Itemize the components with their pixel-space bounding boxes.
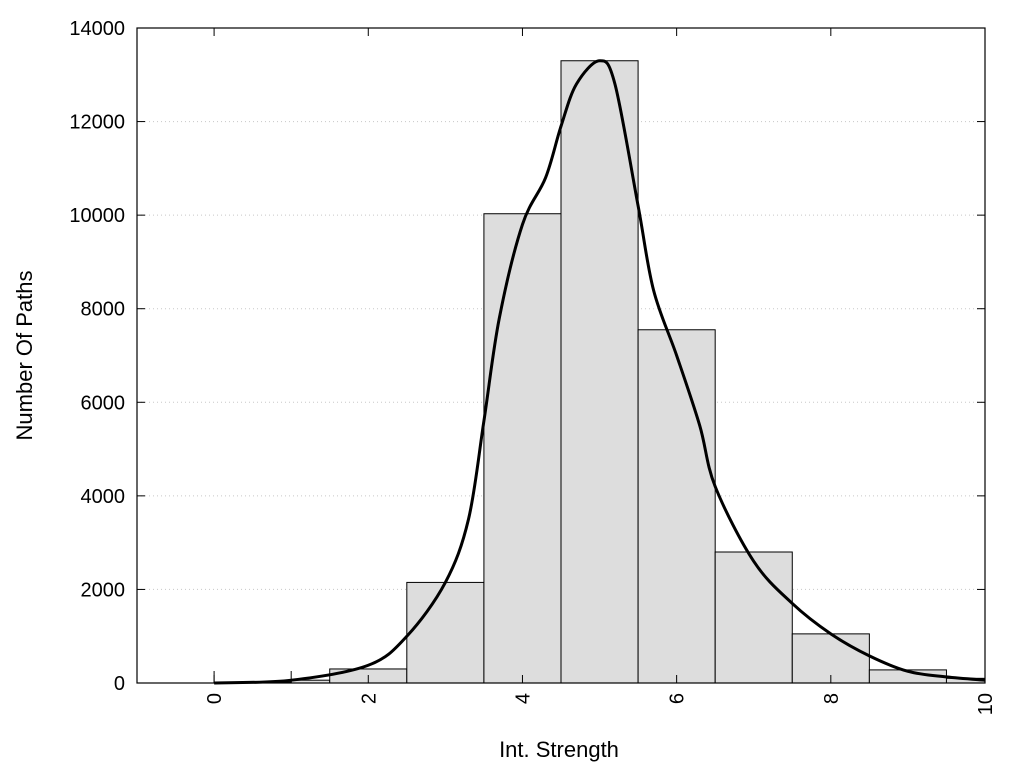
x-tick-label: 4 — [512, 693, 534, 704]
x-axis-title: Int. Strength — [499, 737, 619, 762]
histogram-bar — [406, 581, 485, 684]
y-tick-label: 6000 — [81, 392, 126, 414]
y-tick-label: 8000 — [81, 299, 126, 321]
x-tick-label: 2 — [358, 693, 380, 704]
histogram-bar — [714, 551, 793, 684]
histogram-bars — [213, 60, 986, 684]
y-tick-label: 2000 — [81, 579, 126, 601]
y-tick-label: 4000 — [81, 486, 126, 508]
y-axis-ticks: 0 2000 4000 6000 8000 10000 12000 14000 — [69, 18, 985, 695]
histogram-bar — [637, 329, 716, 684]
plot-frame — [136, 27, 986, 684]
y-tick-label: 12000 — [69, 112, 125, 134]
y-tick-label: 14000 — [69, 18, 125, 40]
y-tick-label: 0 — [114, 673, 125, 695]
x-tick-label: 8 — [821, 693, 843, 704]
y-tick-label: 10000 — [69, 205, 125, 227]
x-tick-label: 6 — [667, 693, 689, 704]
x-tick-label: 0 — [204, 693, 226, 704]
y-axis-title: Number Of Paths — [12, 271, 37, 441]
histogram-bar — [483, 213, 562, 684]
histogram-bar — [791, 633, 870, 684]
density-curve — [214, 59, 986, 685]
histogram-bar — [560, 60, 639, 684]
x-tick-label: 10 — [975, 693, 997, 715]
density-curve-layer — [214, 59, 986, 685]
x-axis-ticks: 0 2 4 6 8 10 — [204, 28, 997, 715]
